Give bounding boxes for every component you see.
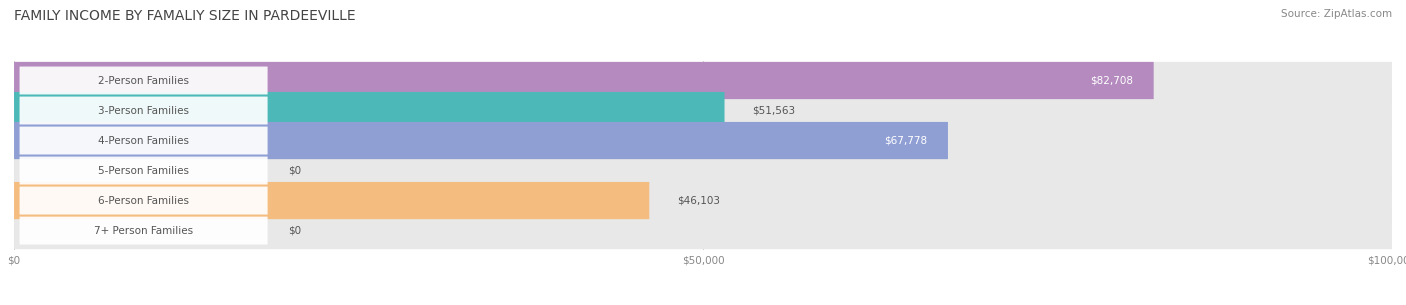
Text: 6-Person Families: 6-Person Families [98,196,188,206]
FancyBboxPatch shape [20,156,267,185]
Text: $0: $0 [288,226,301,235]
FancyBboxPatch shape [14,62,1392,99]
Text: $0: $0 [288,166,301,176]
Text: FAMILY INCOME BY FAMALIY SIZE IN PARDEEVILLE: FAMILY INCOME BY FAMALIY SIZE IN PARDEEV… [14,9,356,23]
FancyBboxPatch shape [14,92,1392,129]
FancyBboxPatch shape [20,66,267,95]
Text: 7+ Person Families: 7+ Person Families [94,226,193,235]
Text: 2-Person Families: 2-Person Families [98,76,188,85]
Text: 5-Person Families: 5-Person Families [98,166,188,176]
FancyBboxPatch shape [14,122,948,159]
FancyBboxPatch shape [20,217,267,245]
Text: 3-Person Families: 3-Person Families [98,106,188,116]
FancyBboxPatch shape [20,97,267,124]
FancyBboxPatch shape [14,62,1154,99]
FancyBboxPatch shape [14,122,1392,159]
FancyBboxPatch shape [14,182,650,219]
Text: $46,103: $46,103 [676,196,720,206]
FancyBboxPatch shape [14,92,724,129]
FancyBboxPatch shape [14,152,1392,189]
FancyBboxPatch shape [20,127,267,155]
Text: $82,708: $82,708 [1090,76,1133,85]
FancyBboxPatch shape [20,187,267,214]
Text: 4-Person Families: 4-Person Families [98,135,188,145]
FancyBboxPatch shape [14,212,1392,249]
Text: $67,778: $67,778 [884,135,928,145]
FancyBboxPatch shape [14,182,1392,219]
Text: $51,563: $51,563 [752,106,796,116]
Text: Source: ZipAtlas.com: Source: ZipAtlas.com [1281,9,1392,19]
